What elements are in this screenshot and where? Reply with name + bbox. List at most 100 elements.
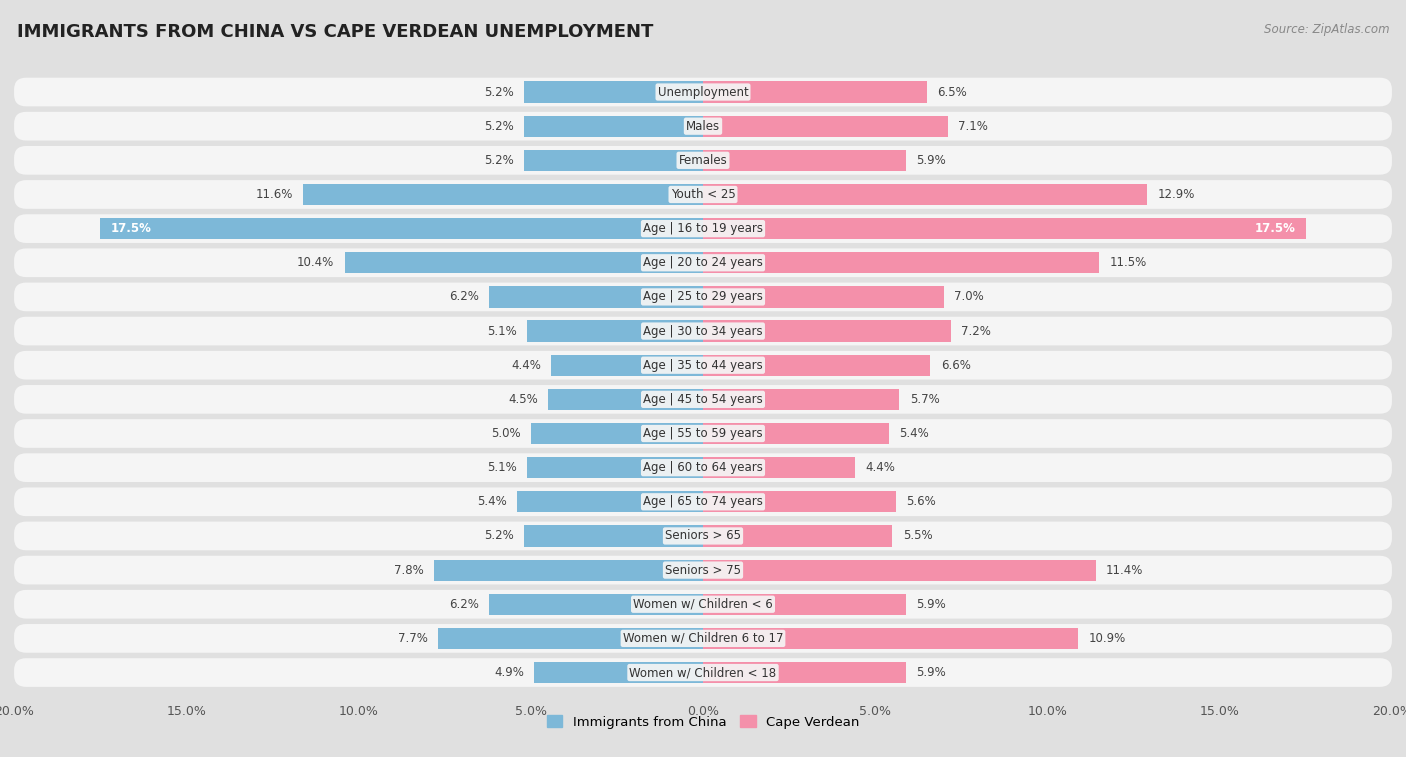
Bar	[703, 82, 927, 103]
Text: 7.1%: 7.1%	[957, 120, 988, 132]
Text: 5.9%: 5.9%	[917, 666, 946, 679]
FancyBboxPatch shape	[14, 146, 1392, 175]
Bar	[703, 423, 889, 444]
Text: 5.6%: 5.6%	[907, 495, 936, 508]
Bar	[703, 662, 907, 683]
Legend: Immigrants from China, Cape Verdean: Immigrants from China, Cape Verdean	[541, 710, 865, 734]
Text: Women w/ Children 6 to 17: Women w/ Children 6 to 17	[623, 632, 783, 645]
FancyBboxPatch shape	[14, 556, 1392, 584]
Bar	[703, 559, 1095, 581]
Bar	[437, 628, 703, 649]
Bar	[489, 593, 703, 615]
Bar	[548, 389, 703, 410]
Text: Age | 65 to 74 years: Age | 65 to 74 years	[643, 495, 763, 508]
Text: 7.0%: 7.0%	[955, 291, 984, 304]
Text: 6.5%: 6.5%	[938, 86, 967, 98]
Text: Age | 60 to 64 years: Age | 60 to 64 years	[643, 461, 763, 474]
Text: 4.4%: 4.4%	[865, 461, 894, 474]
Text: 5.1%: 5.1%	[488, 461, 517, 474]
Text: IMMIGRANTS FROM CHINA VS CAPE VERDEAN UNEMPLOYMENT: IMMIGRANTS FROM CHINA VS CAPE VERDEAN UN…	[17, 23, 654, 41]
Text: Women w/ Children < 6: Women w/ Children < 6	[633, 598, 773, 611]
Bar	[304, 184, 703, 205]
Text: 5.4%: 5.4%	[477, 495, 506, 508]
Text: 5.2%: 5.2%	[484, 529, 513, 543]
FancyBboxPatch shape	[14, 350, 1392, 379]
Bar	[703, 525, 893, 547]
Text: 5.4%: 5.4%	[900, 427, 929, 440]
Text: Unemployment: Unemployment	[658, 86, 748, 98]
Bar	[100, 218, 703, 239]
FancyBboxPatch shape	[14, 248, 1392, 277]
FancyBboxPatch shape	[14, 214, 1392, 243]
Bar	[551, 354, 703, 375]
Text: 12.9%: 12.9%	[1157, 188, 1195, 201]
FancyBboxPatch shape	[14, 453, 1392, 482]
Text: Seniors > 75: Seniors > 75	[665, 564, 741, 577]
Text: 5.2%: 5.2%	[484, 86, 513, 98]
Bar	[524, 116, 703, 137]
Bar	[524, 82, 703, 103]
Text: 11.5%: 11.5%	[1109, 257, 1147, 269]
Text: 5.5%: 5.5%	[903, 529, 932, 543]
Text: Women w/ Children < 18: Women w/ Children < 18	[630, 666, 776, 679]
Text: 4.4%: 4.4%	[512, 359, 541, 372]
FancyBboxPatch shape	[14, 488, 1392, 516]
Text: Females: Females	[679, 154, 727, 167]
FancyBboxPatch shape	[14, 180, 1392, 209]
FancyBboxPatch shape	[14, 385, 1392, 413]
Bar	[434, 559, 703, 581]
Text: 11.6%: 11.6%	[256, 188, 292, 201]
Text: Age | 30 to 34 years: Age | 30 to 34 years	[643, 325, 763, 338]
Text: Males: Males	[686, 120, 720, 132]
Text: 4.9%: 4.9%	[494, 666, 524, 679]
Text: Age | 25 to 29 years: Age | 25 to 29 years	[643, 291, 763, 304]
Text: 6.6%: 6.6%	[941, 359, 970, 372]
Bar	[703, 354, 931, 375]
Text: 17.5%: 17.5%	[1254, 222, 1295, 235]
Text: 5.1%: 5.1%	[488, 325, 517, 338]
Text: Age | 55 to 59 years: Age | 55 to 59 years	[643, 427, 763, 440]
Text: Seniors > 65: Seniors > 65	[665, 529, 741, 543]
Text: Source: ZipAtlas.com: Source: ZipAtlas.com	[1264, 23, 1389, 36]
Text: Age | 35 to 44 years: Age | 35 to 44 years	[643, 359, 763, 372]
Bar	[489, 286, 703, 307]
Bar	[344, 252, 703, 273]
Bar	[703, 252, 1099, 273]
Text: 5.9%: 5.9%	[917, 598, 946, 611]
FancyBboxPatch shape	[14, 624, 1392, 653]
FancyBboxPatch shape	[14, 590, 1392, 618]
Text: 7.2%: 7.2%	[962, 325, 991, 338]
Bar	[703, 628, 1078, 649]
Bar	[527, 457, 703, 478]
Bar	[703, 593, 907, 615]
Text: 7.8%: 7.8%	[394, 564, 425, 577]
Bar	[531, 423, 703, 444]
Text: 10.9%: 10.9%	[1088, 632, 1126, 645]
Bar	[517, 491, 703, 512]
Bar	[703, 286, 945, 307]
Bar	[703, 389, 900, 410]
Text: 17.5%: 17.5%	[111, 222, 152, 235]
Text: 5.9%: 5.9%	[917, 154, 946, 167]
FancyBboxPatch shape	[14, 282, 1392, 311]
Bar	[703, 457, 855, 478]
Bar	[703, 150, 907, 171]
Text: 6.2%: 6.2%	[450, 598, 479, 611]
Text: 10.4%: 10.4%	[297, 257, 335, 269]
Text: 5.7%: 5.7%	[910, 393, 939, 406]
Text: 5.2%: 5.2%	[484, 120, 513, 132]
Text: 7.7%: 7.7%	[398, 632, 427, 645]
Text: Age | 45 to 54 years: Age | 45 to 54 years	[643, 393, 763, 406]
Text: 11.4%: 11.4%	[1107, 564, 1143, 577]
FancyBboxPatch shape	[14, 112, 1392, 141]
Text: 5.0%: 5.0%	[491, 427, 520, 440]
Bar	[534, 662, 703, 683]
Bar	[703, 218, 1306, 239]
Bar	[524, 525, 703, 547]
Text: Youth < 25: Youth < 25	[671, 188, 735, 201]
Text: 6.2%: 6.2%	[450, 291, 479, 304]
FancyBboxPatch shape	[14, 658, 1392, 687]
FancyBboxPatch shape	[14, 78, 1392, 107]
Bar	[524, 150, 703, 171]
Bar	[703, 320, 950, 341]
